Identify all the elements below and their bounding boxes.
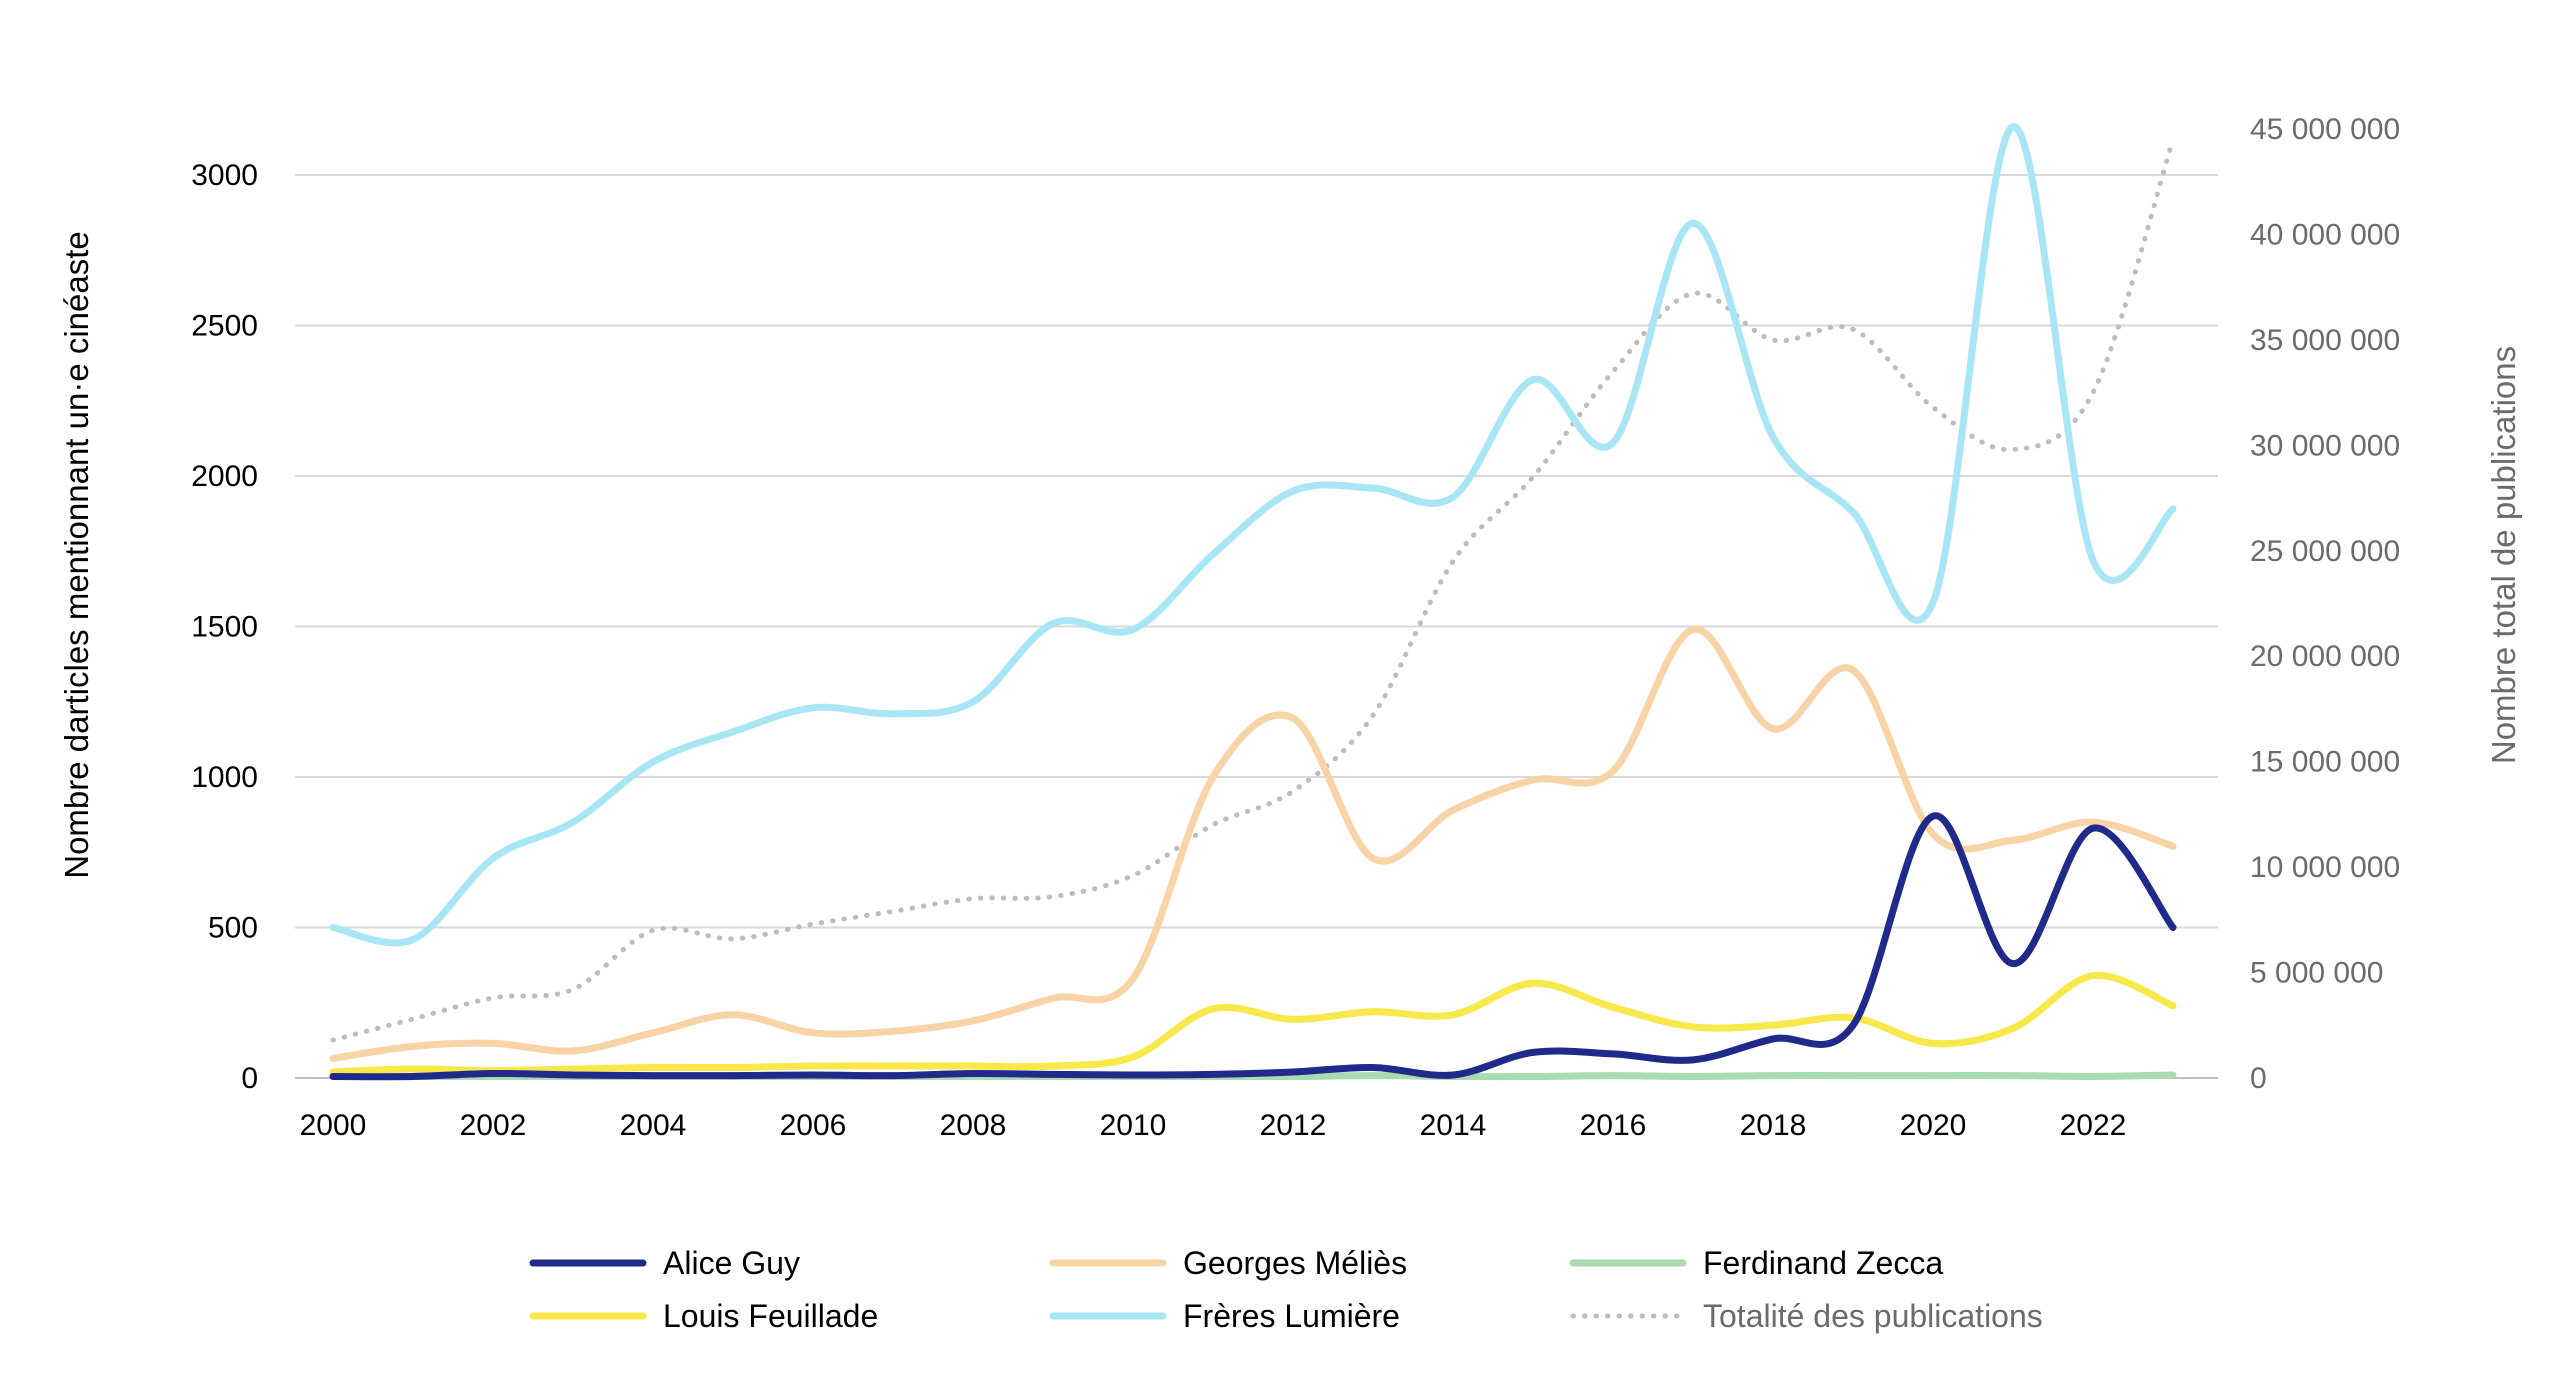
right-tick-label: 25 000 000	[2250, 535, 2400, 568]
legend-label-ferdinand-zecca: Ferdinand Zecca	[1703, 1245, 1943, 1281]
series-line-totalite-des-publications	[330, 137, 2176, 1043]
right-tick-label: 30 000 000	[2250, 429, 2400, 462]
series-lines	[329, 123, 2177, 1081]
left-axis-ticks: 0 500 1000 1500 2000 2500 3000	[191, 159, 258, 1095]
left-axis-title: Nombre darticles mentionnant un·e cinéas…	[58, 231, 95, 879]
legend-label-freres-lumiere: Frères Lumière	[1183, 1298, 1400, 1334]
series-line-alice-guy	[329, 812, 2177, 1081]
right-axis-ticks: 0 5 000 000 10 000 000 15 000 000 20 000 000…	[2250, 113, 2400, 1095]
x-tick-label: 2022	[2060, 1109, 2127, 1142]
right-tick-label: 0	[2250, 1062, 2267, 1095]
left-tick-label: 1500	[191, 611, 258, 644]
left-tick-label: 500	[208, 912, 258, 945]
x-tick-label: 2008	[940, 1109, 1007, 1142]
right-tick-label: 35 000 000	[2250, 324, 2400, 357]
right-tick-label: 15 000 000	[2250, 746, 2400, 779]
legend: Alice Guy Georges Méliès Ferdinand Zecca Lo…	[529, 1245, 2043, 1334]
x-tick-label: 2002	[460, 1109, 527, 1142]
x-tick-label: 2014	[1420, 1109, 1487, 1142]
x-tick-label: 2004	[620, 1109, 687, 1142]
series-line-georges-melies	[329, 625, 2177, 1062]
gridlines	[295, 174, 2218, 1079]
right-tick-label: 20 000 000	[2250, 640, 2400, 673]
right-tick-label: 40 000 000	[2250, 218, 2400, 251]
series-line-louis-feuillade	[329, 971, 2177, 1076]
right-tick-label: 5 000 000	[2250, 957, 2383, 990]
x-tick-label: 2012	[1260, 1109, 1327, 1142]
x-tick-label: 2020	[1900, 1109, 1967, 1142]
series-line-freres-lumiere	[329, 123, 2177, 947]
right-axis-title: Nombre total de publications	[2485, 346, 2522, 764]
left-tick-label: 0	[241, 1062, 258, 1095]
x-tick-label: 2000	[300, 1109, 367, 1142]
right-tick-label: 45 000 000	[2250, 113, 2400, 146]
left-tick-label: 2500	[191, 310, 258, 343]
legend-label-totalite-des-publications: Totalité des publications	[1703, 1298, 2043, 1334]
right-tick-label: 10 000 000	[2250, 851, 2400, 884]
x-tick-label: 2016	[1580, 1109, 1647, 1142]
left-tick-label: 2000	[191, 460, 258, 493]
left-tick-label: 3000	[191, 159, 258, 192]
legend-label-georges-melies: Georges Méliès	[1183, 1245, 1407, 1281]
left-tick-label: 1000	[191, 761, 258, 794]
x-tick-label: 2006	[780, 1109, 847, 1142]
x-axis-ticks: 2000 2002 2004 2006 2008 2010 2012 2014 2016 2018…	[300, 1109, 2127, 1142]
x-tick-label: 2018	[1740, 1109, 1807, 1142]
legend-label-alice-guy: Alice Guy	[663, 1245, 800, 1281]
legend-label-louis-feuillade: Louis Feuillade	[663, 1298, 878, 1334]
x-tick-label: 2010	[1100, 1109, 1167, 1142]
